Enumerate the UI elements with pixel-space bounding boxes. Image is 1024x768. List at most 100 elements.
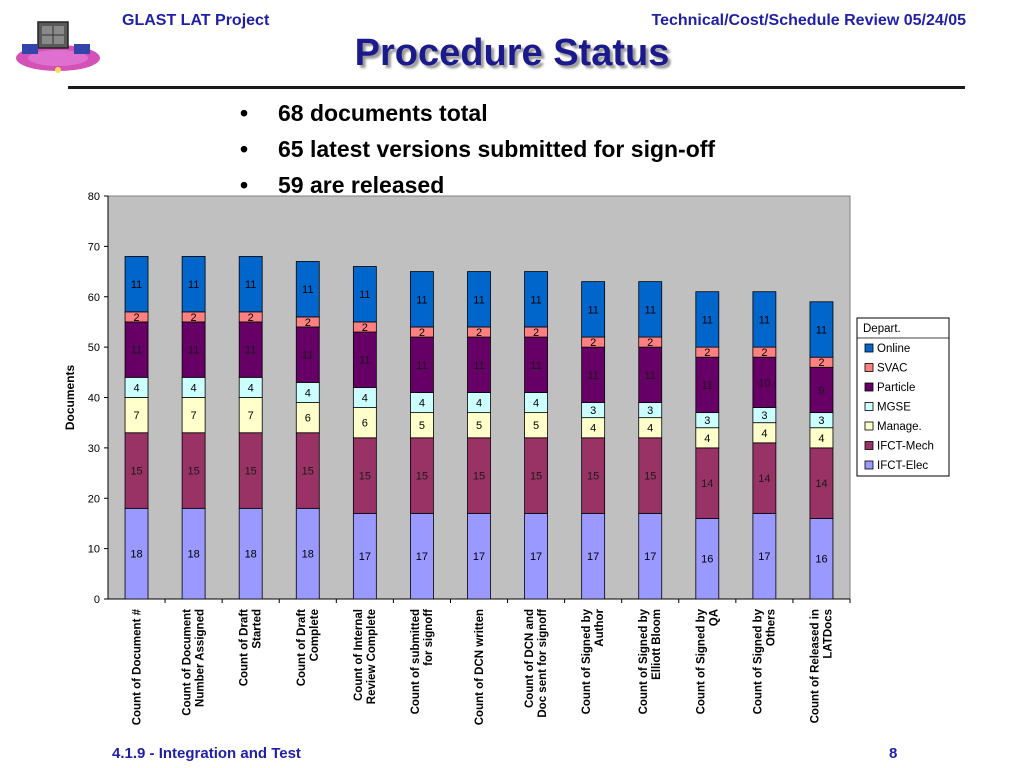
data-label: 2 (533, 327, 539, 339)
data-label: 7 (248, 410, 254, 422)
x-tick-label: Count of Released inLATDocs (809, 609, 834, 723)
data-label: 2 (133, 312, 139, 324)
data-label: 2 (305, 317, 311, 329)
data-label: 5 (533, 420, 539, 432)
x-tick-label: Count of InternalReview Complete (353, 609, 378, 704)
data-label: 16 (701, 554, 713, 566)
data-label: 11 (759, 314, 770, 326)
data-label: 15 (530, 471, 542, 483)
data-label: 14 (758, 473, 770, 485)
y-tick-label: 30 (88, 443, 100, 455)
data-label: 11 (188, 345, 199, 357)
data-label: 11 (587, 370, 598, 382)
bar-segment (238, 256, 263, 313)
data-label: 15 (187, 466, 199, 478)
data-label: 6 (305, 413, 311, 425)
data-label: 6 (362, 418, 368, 430)
data-label: 2 (704, 347, 710, 359)
data-label: 11 (530, 294, 541, 306)
glast-satellite-logo-icon (16, 21, 100, 73)
legend-swatch (864, 441, 874, 450)
data-label: 17 (473, 551, 485, 563)
data-label: 2 (818, 357, 824, 369)
data-label: 15 (473, 471, 485, 483)
data-label: 11 (645, 304, 656, 316)
data-label: 2 (647, 337, 653, 349)
y-tick-label: 40 (88, 393, 100, 405)
data-label: 4 (248, 382, 254, 394)
data-label: 18 (245, 549, 257, 561)
bar-segment (809, 301, 834, 358)
data-label: 5 (419, 420, 425, 432)
data-label: 2 (191, 312, 197, 324)
data-label: 11 (702, 314, 713, 326)
data-label: 15 (416, 471, 428, 483)
data-label: 11 (302, 350, 313, 362)
data-label: 5 (476, 420, 482, 432)
data-label: 4 (476, 398, 482, 410)
y-axis-label: Documents (63, 365, 77, 431)
data-label: 11 (416, 294, 427, 306)
data-label: 9 (818, 385, 824, 397)
data-label: 17 (587, 551, 599, 563)
y-tick-label: 60 (88, 292, 100, 304)
data-label: 4 (590, 423, 596, 435)
data-label: 2 (419, 327, 425, 339)
data-label: 4 (761, 428, 767, 440)
data-label: 11 (530, 360, 541, 372)
data-label: 7 (133, 410, 139, 422)
data-label: 11 (131, 279, 142, 291)
y-tick-label: 70 (88, 241, 100, 253)
data-label: 3 (761, 410, 767, 422)
x-tick-label: Count of DCN written (474, 609, 486, 725)
data-label: 3 (647, 405, 653, 417)
legend-swatch (864, 382, 874, 392)
legend-label: Particle (877, 382, 915, 394)
data-label: 14 (815, 478, 827, 490)
data-label: 11 (702, 380, 713, 392)
data-label: 15 (359, 471, 371, 483)
data-label: 18 (130, 549, 142, 561)
bullet-total: 68 documents total (240, 96, 715, 132)
x-tick-label: Count of Signed byAuthor (581, 608, 606, 714)
x-tick-label: Count of DocumentNumber Assigned (182, 609, 207, 716)
header-project: GLAST LAT Project (122, 12, 270, 29)
data-label: 18 (302, 549, 314, 561)
data-label: 11 (359, 355, 370, 367)
legend-label: IFCT-Mech (877, 441, 934, 453)
title-divider (68, 86, 965, 89)
x-tick-label: Count of submittedfor signoff (410, 609, 435, 715)
legend-label: Manage. (877, 421, 922, 433)
bar-segment (352, 266, 377, 323)
x-tick-label: Count of Signed byQA (695, 608, 720, 714)
bar-segment (410, 271, 434, 328)
legend-swatch (864, 421, 874, 431)
data-label: 4 (305, 387, 311, 399)
bar-segment (752, 291, 777, 348)
bar-segment (581, 281, 606, 338)
data-label: 11 (131, 345, 142, 357)
data-label: 15 (587, 471, 599, 483)
data-label: 11 (473, 294, 484, 306)
legend-swatch (864, 343, 874, 353)
data-label: 11 (302, 284, 313, 296)
x-tick-label: Count of Signed byElliott Bloom (638, 608, 663, 714)
data-label: 4 (818, 433, 824, 445)
data-label: 17 (758, 551, 770, 563)
y-tick-label: 10 (88, 544, 100, 556)
legend-label: MGSE (877, 402, 911, 414)
data-label: 17 (530, 551, 542, 563)
bar-segment (124, 256, 149, 313)
y-tick-label: 0 (94, 594, 100, 606)
data-label: 3 (590, 405, 596, 417)
bullet-submitted: 65 latest versions submitted for sign-of… (240, 132, 715, 168)
data-label: 11 (816, 324, 827, 336)
x-tick-label: Count of DCN andDoc sent for signoff (524, 609, 549, 718)
data-label: 15 (302, 466, 314, 478)
data-label: 3 (704, 415, 710, 427)
y-tick-label: 20 (88, 493, 100, 505)
footer-section: 4.1.9 - Integration and Test (112, 745, 301, 762)
x-tick-label: Count of Signed byOthers (752, 608, 777, 714)
data-label: 15 (245, 466, 257, 478)
x-tick-label: Count of DraftComplete (296, 609, 321, 686)
